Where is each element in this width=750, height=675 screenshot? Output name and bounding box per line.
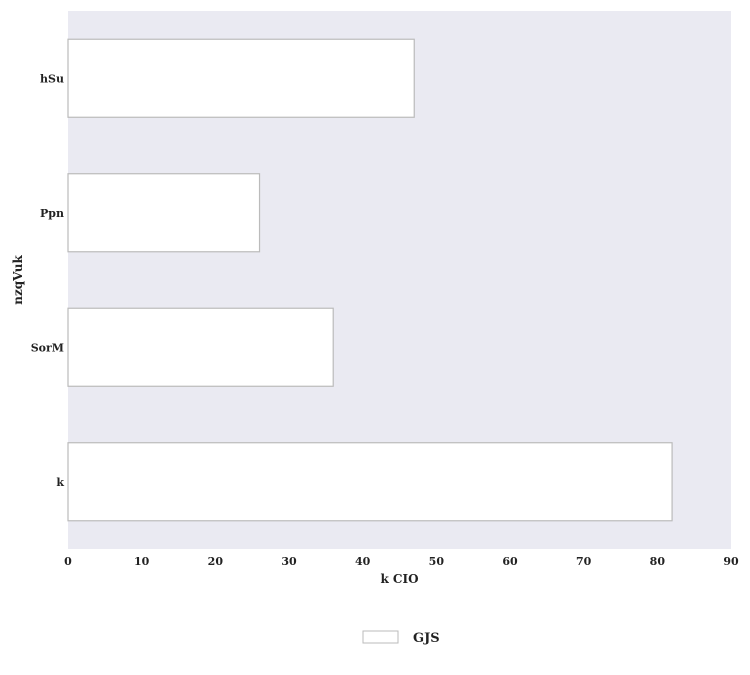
bar-Ppn <box>67 173 261 253</box>
x-tick-labels: 0 10 20 30 40 50 60 70 80 90 <box>64 555 739 568</box>
legend-swatch <box>362 630 399 644</box>
legend: GJS <box>362 630 440 646</box>
legend-label: GJS <box>413 631 440 646</box>
x-tick-label: 30 <box>281 555 297 568</box>
x-tick-label: 90 <box>723 555 739 568</box>
bar-SorM <box>67 307 334 387</box>
y-axis-label: nzqVuk <box>11 255 25 305</box>
bar-hSu <box>67 38 415 118</box>
y-tick-label: k <box>56 476 64 489</box>
x-tick-label: 0 <box>64 555 72 568</box>
bar-k <box>67 442 673 522</box>
x-tick-label: 20 <box>208 555 224 568</box>
x-tick-label: 10 <box>134 555 150 568</box>
y-tick-labels: hSu Ppn SorM k <box>31 72 65 489</box>
x-axis-label: k CIO <box>380 572 418 586</box>
x-tick-label: 80 <box>650 555 666 568</box>
bars-group <box>67 38 673 522</box>
y-tick-label: Ppn <box>40 207 64 220</box>
x-tick-label: 40 <box>355 555 371 568</box>
x-tick-label: 60 <box>502 555 518 568</box>
x-tick-label: 50 <box>429 555 445 568</box>
y-tick-label: SorM <box>31 341 64 354</box>
x-tick-label: 70 <box>576 555 592 568</box>
y-tick-label: hSu <box>40 72 64 85</box>
